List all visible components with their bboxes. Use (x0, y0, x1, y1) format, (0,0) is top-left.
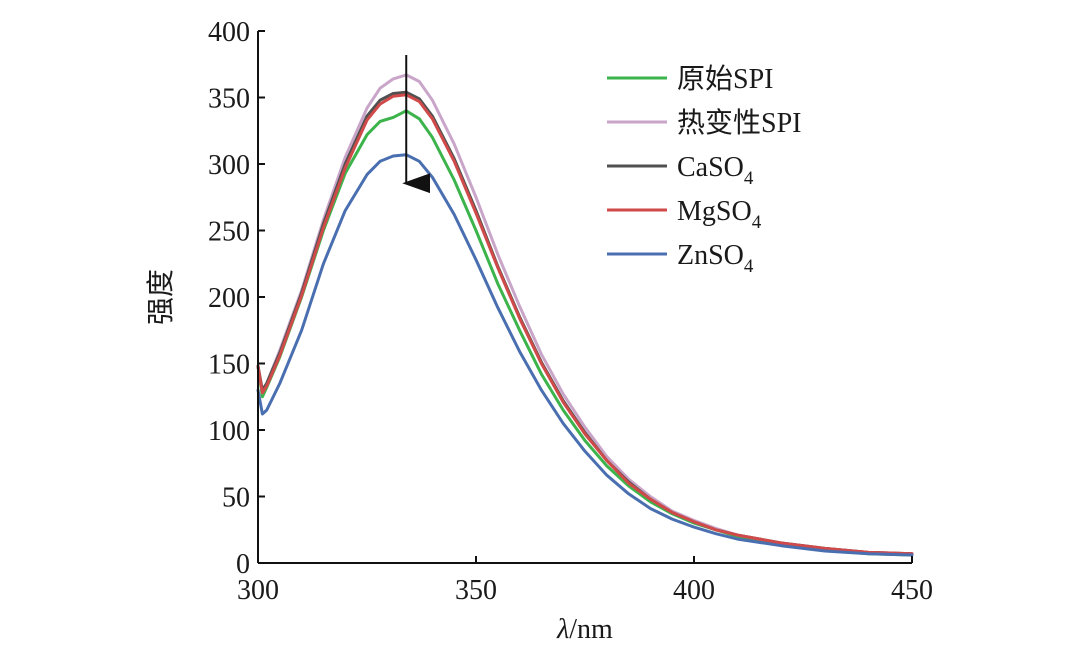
x-tick-label: 350 (455, 575, 497, 606)
y-tick-label: 200 (208, 283, 250, 314)
y-tick-label: 400 (208, 17, 250, 48)
y-tick-label: 100 (208, 416, 250, 447)
series-line-5 (256, 153, 914, 557)
series-line-3 (256, 90, 914, 556)
y-axis-title: 强度 (145, 269, 177, 325)
series-line-1 (256, 109, 914, 557)
x-tick-label: 300 (237, 575, 279, 606)
legend-label-4: MgSO4 (677, 196, 762, 233)
y-tick-label: 300 (208, 150, 250, 181)
series-lines (256, 73, 914, 557)
x-axis-title: λ/nm (556, 614, 613, 645)
y-tick-label: 50 (222, 483, 250, 514)
x-tick-label: 400 (673, 575, 715, 606)
x-axis-title-symbol: λ (556, 614, 569, 645)
y-tick-label: 150 (208, 350, 250, 381)
legend: 原始SPI 热变性SPI CaSO4 MgSO4 ZnSO4 (607, 63, 801, 277)
y-tick-label: 0 (236, 549, 250, 580)
series-line-4 (256, 93, 914, 556)
axes: 0 50 100 150 200 250 300 350 400 300 350 400 450 (208, 17, 933, 606)
legend-label-3: CaSO4 (677, 152, 754, 189)
legend-label-2: 热变性SPI (677, 107, 801, 139)
x-tick-label: 450 (891, 575, 933, 606)
y-tick-label: 250 (208, 217, 250, 248)
legend-label-1: 原始SPI (677, 63, 773, 95)
x-axis-title-unit: /nm (569, 614, 613, 645)
y-tick-label: 350 (208, 84, 250, 115)
legend-label-5: ZnSO4 (677, 240, 754, 277)
